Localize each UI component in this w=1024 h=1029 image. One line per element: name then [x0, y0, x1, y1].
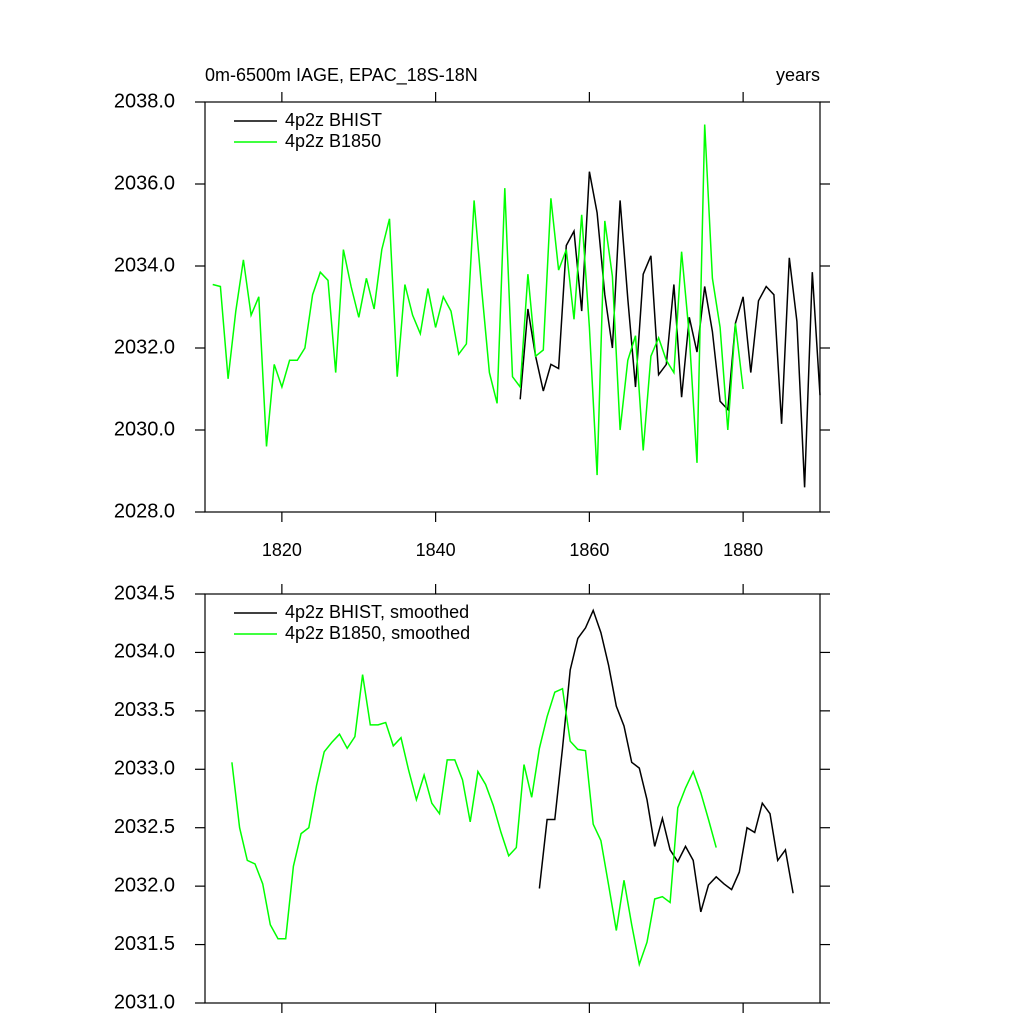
- y-tick-label: 2038.0: [114, 90, 175, 112]
- x-tick-label: 1860: [569, 540, 609, 560]
- series-line: [231, 674, 717, 968]
- series-line: [538, 608, 794, 913]
- y-tick-label: 2030.0: [114, 418, 175, 440]
- series-line: [212, 124, 744, 476]
- x-tick-label: 1880: [723, 540, 763, 560]
- y-tick-label: 2032.5: [114, 816, 175, 838]
- y-tick-label: 2032.0: [114, 336, 175, 358]
- y-tick-label: 2032.0: [114, 874, 175, 896]
- series-line: [519, 171, 821, 488]
- plot-frame: [204, 593, 821, 1004]
- legend-label: 4p2z B1850, smoothed: [285, 623, 470, 643]
- y-tick-label: 2034.0: [114, 254, 175, 276]
- legend-label: 4p2z B1850: [285, 131, 381, 151]
- legend-label: 4p2z BHIST: [285, 110, 382, 130]
- y-tick-label: 2028.0: [114, 500, 175, 522]
- y-tick-label: 2031.0: [114, 991, 175, 1013]
- plot-frame: [204, 101, 821, 513]
- y-tick-label: 2036.0: [114, 172, 175, 194]
- chart-subtitle: years: [776, 65, 820, 85]
- y-tick-label: 2034.0: [114, 641, 175, 663]
- y-tick-label: 2033.0: [114, 758, 175, 780]
- x-tick-label: 1840: [416, 540, 456, 560]
- y-tick-label: 2033.5: [114, 699, 175, 721]
- chart-title: 0m-6500m IAGE, EPAC_18S-18N: [205, 65, 478, 86]
- legend-label: 4p2z BHIST, smoothed: [285, 602, 469, 622]
- y-tick-label: 2031.5: [114, 933, 175, 955]
- y-tick-label: 2034.5: [114, 582, 175, 604]
- x-tick-label: 1820: [262, 540, 302, 560]
